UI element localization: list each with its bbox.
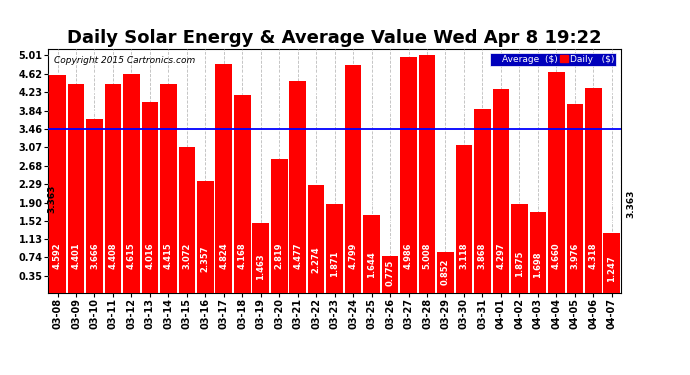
Bar xyxy=(197,181,214,292)
Bar xyxy=(68,84,84,292)
Bar xyxy=(271,159,288,292)
Text: 3.072: 3.072 xyxy=(182,243,191,269)
Text: 4.615: 4.615 xyxy=(127,242,136,269)
Bar xyxy=(345,65,362,292)
Bar xyxy=(86,119,103,292)
Text: 0.852: 0.852 xyxy=(441,259,450,285)
Text: Copyright 2015 Cartronics.com: Copyright 2015 Cartronics.com xyxy=(54,56,195,65)
Bar xyxy=(49,75,66,292)
Bar xyxy=(566,104,583,292)
Text: 3.666: 3.666 xyxy=(90,242,99,269)
Text: 1.247: 1.247 xyxy=(607,255,616,282)
Bar xyxy=(105,84,121,292)
Text: 1.463: 1.463 xyxy=(256,254,265,280)
Text: 1.871: 1.871 xyxy=(330,250,339,276)
Bar xyxy=(400,57,417,292)
Text: 4.168: 4.168 xyxy=(238,242,247,269)
Bar xyxy=(455,145,472,292)
Text: 4.016: 4.016 xyxy=(146,242,155,269)
Bar xyxy=(326,204,343,292)
Text: 3.363: 3.363 xyxy=(48,184,57,213)
Text: 1.644: 1.644 xyxy=(367,252,376,279)
Bar xyxy=(511,204,528,292)
Bar xyxy=(529,212,546,292)
Bar xyxy=(141,102,158,292)
Bar xyxy=(604,234,620,292)
Text: 4.318: 4.318 xyxy=(589,242,598,269)
Text: 4.592: 4.592 xyxy=(53,242,62,269)
Bar xyxy=(419,56,435,292)
Title: Daily Solar Energy & Average Value Wed Apr 8 19:22: Daily Solar Energy & Average Value Wed A… xyxy=(68,29,602,47)
Text: 3.363: 3.363 xyxy=(627,189,635,217)
Bar xyxy=(234,95,250,292)
Text: 1.698: 1.698 xyxy=(533,252,542,278)
Text: 4.986: 4.986 xyxy=(404,242,413,269)
Text: 4.660: 4.660 xyxy=(552,242,561,269)
Bar xyxy=(253,223,269,292)
Bar xyxy=(585,88,602,292)
Text: 2.357: 2.357 xyxy=(201,246,210,272)
Bar xyxy=(215,64,232,292)
Text: 2.819: 2.819 xyxy=(275,242,284,269)
Bar xyxy=(382,256,398,292)
Text: 4.401: 4.401 xyxy=(72,242,81,269)
Legend: Average  ($), Daily   ($): Average ($), Daily ($) xyxy=(490,53,616,66)
Bar xyxy=(289,81,306,292)
Bar xyxy=(308,185,324,292)
Text: 2.274: 2.274 xyxy=(312,246,321,273)
Text: 4.477: 4.477 xyxy=(293,242,302,269)
Bar xyxy=(437,252,454,292)
Text: 4.415: 4.415 xyxy=(164,242,173,269)
Text: 0.775: 0.775 xyxy=(386,260,395,286)
Bar xyxy=(474,110,491,292)
Text: 4.297: 4.297 xyxy=(496,242,505,269)
Text: 3.868: 3.868 xyxy=(478,243,487,269)
Text: 5.008: 5.008 xyxy=(422,243,431,269)
Text: 4.408: 4.408 xyxy=(108,242,117,269)
Text: 4.799: 4.799 xyxy=(348,243,357,269)
Bar xyxy=(493,89,509,292)
Bar xyxy=(123,74,140,292)
Bar xyxy=(160,84,177,292)
Bar xyxy=(548,72,564,292)
Text: 4.824: 4.824 xyxy=(219,242,228,269)
Text: 3.976: 3.976 xyxy=(571,243,580,269)
Bar xyxy=(179,147,195,292)
Text: 3.118: 3.118 xyxy=(460,242,469,269)
Text: 1.875: 1.875 xyxy=(515,250,524,276)
Bar xyxy=(364,215,380,292)
